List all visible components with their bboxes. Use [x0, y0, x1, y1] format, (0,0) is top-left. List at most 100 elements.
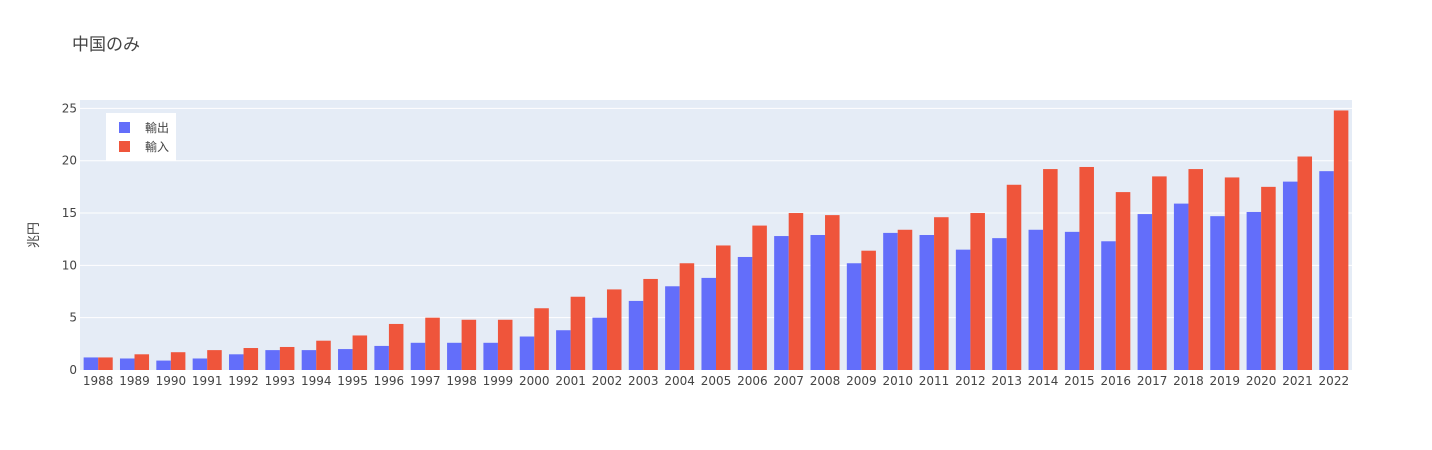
x-tick-label: 2020: [1246, 374, 1277, 388]
bar-export-2018[interactable]: [1173, 203, 1189, 370]
bar-export-2004[interactable]: [665, 286, 680, 370]
bar-export-1990[interactable]: [156, 360, 171, 370]
bar-export-2003[interactable]: [628, 300, 644, 370]
bar-import-1993[interactable]: [279, 346, 295, 370]
bar-export-2002[interactable]: [592, 317, 607, 370]
x-tick-label: 2019: [1210, 374, 1241, 388]
x-tick-label: 2009: [846, 374, 877, 388]
bar-import-2013[interactable]: [1006, 184, 1022, 370]
bar-export-1994[interactable]: [301, 350, 317, 370]
bar-export-1991[interactable]: [192, 358, 208, 370]
bar-export-1995[interactable]: [338, 349, 353, 370]
bar-import-2008[interactable]: [825, 215, 840, 370]
bar-export-2020[interactable]: [1246, 211, 1262, 370]
bar-import-2017[interactable]: [1152, 176, 1167, 370]
x-tick-label: 2016: [1100, 374, 1131, 388]
bar-import-1992[interactable]: [243, 348, 259, 370]
bar-export-2011[interactable]: [919, 235, 935, 370]
y-tick-label: 10: [62, 258, 77, 272]
bar-export-2019[interactable]: [1210, 216, 1225, 370]
bar-import-1998[interactable]: [461, 319, 477, 370]
bar-import-2022[interactable]: [1333, 110, 1349, 370]
bar-export-1998[interactable]: [447, 342, 462, 370]
bar-import-2003[interactable]: [643, 278, 658, 370]
x-tick-label: 2015: [1064, 374, 1095, 388]
x-tick-label: 2003: [628, 374, 659, 388]
bar-import-2019[interactable]: [1224, 177, 1240, 370]
bar-export-2021[interactable]: [1282, 181, 1298, 370]
bar-import-2006[interactable]: [752, 225, 767, 370]
x-tick-label: 2014: [1028, 374, 1059, 388]
bar-export-1992[interactable]: [229, 354, 244, 370]
bar-import-1994[interactable]: [316, 340, 331, 370]
x-tick-label: 2004: [664, 374, 695, 388]
bar-export-1999[interactable]: [483, 342, 498, 370]
x-tick-label: 2005: [701, 374, 732, 388]
y-tick-label: 0: [69, 363, 77, 377]
x-tick-label: 1999: [483, 374, 514, 388]
bar-import-2010[interactable]: [897, 229, 913, 370]
bar-export-2006[interactable]: [737, 256, 753, 370]
bar-import-1990[interactable]: [170, 352, 186, 370]
x-tick-label: 2013: [991, 374, 1022, 388]
bar-export-2001[interactable]: [556, 330, 571, 370]
bar-export-2005[interactable]: [701, 277, 716, 370]
x-tick-label: 2018: [1173, 374, 1204, 388]
x-tick-label: 2006: [737, 374, 768, 388]
y-axis-ticks: 0 5 10 15 20 25: [62, 101, 77, 377]
bar-export-2009[interactable]: [846, 263, 862, 370]
legend[interactable]: 輸出 輸入: [106, 113, 176, 161]
bar-export-1993[interactable]: [265, 350, 280, 370]
x-tick-label: 2010: [882, 374, 913, 388]
bar-import-1995[interactable]: [352, 335, 368, 370]
bar-export-1996[interactable]: [374, 345, 389, 370]
bar-export-2000[interactable]: [519, 336, 535, 370]
bar-import-1999[interactable]: [497, 319, 513, 370]
bar-export-2008[interactable]: [810, 235, 826, 370]
x-tick-label: 1998: [446, 374, 477, 388]
bar-import-2004[interactable]: [679, 263, 695, 370]
legend-swatch-export[interactable]: [119, 122, 130, 133]
bar-import-2018[interactable]: [1188, 169, 1203, 370]
bar-import-1997[interactable]: [425, 317, 440, 370]
bar-import-2015[interactable]: [1079, 166, 1094, 370]
bar-import-2000[interactable]: [534, 308, 549, 370]
x-tick-label: 2000: [519, 374, 550, 388]
bar-export-2015[interactable]: [1064, 231, 1080, 370]
bar-import-2007[interactable]: [788, 213, 804, 370]
bar-import-2002[interactable]: [606, 289, 622, 370]
x-tick-label: 1993: [265, 374, 296, 388]
bar-export-2013[interactable]: [992, 238, 1007, 370]
legend-label-import[interactable]: 輸入: [145, 139, 169, 154]
bar-import-2009[interactable]: [861, 250, 876, 370]
bar-export-1989[interactable]: [119, 358, 135, 370]
bar-import-2001[interactable]: [570, 296, 586, 370]
y-tick-label: 5: [69, 311, 77, 325]
bar-export-2017[interactable]: [1137, 214, 1153, 370]
bar-import-1989[interactable]: [134, 354, 150, 370]
bar-export-2022[interactable]: [1319, 171, 1334, 370]
bar-import-2012[interactable]: [970, 213, 985, 370]
bar-export-2012[interactable]: [955, 249, 971, 370]
bar-export-1997[interactable]: [410, 342, 426, 370]
bar-import-1991[interactable]: [207, 350, 222, 370]
bar-import-2014[interactable]: [1043, 169, 1058, 370]
bar-import-2021[interactable]: [1297, 156, 1313, 370]
bar-import-2016[interactable]: [1115, 192, 1131, 370]
bar-export-2010[interactable]: [883, 232, 898, 370]
bar-export-2016[interactable]: [1101, 241, 1116, 370]
bar-import-2005[interactable]: [716, 245, 731, 370]
legend-swatch-import[interactable]: [119, 141, 130, 152]
bar-import-1996[interactable]: [388, 323, 404, 370]
bar-export-1988[interactable]: [83, 357, 99, 370]
bar-import-2020[interactable]: [1261, 186, 1276, 370]
bar-export-2014[interactable]: [1028, 229, 1044, 370]
x-tick-label: 2008: [810, 374, 841, 388]
legend-label-export[interactable]: 輸出: [145, 120, 169, 135]
bars: [83, 110, 1349, 370]
bar-import-2011[interactable]: [934, 217, 949, 370]
bar-import-1988[interactable]: [98, 357, 113, 370]
bar-export-2007[interactable]: [774, 236, 789, 370]
y-tick-label: 15: [62, 206, 77, 220]
x-tick-label: 2007: [773, 374, 804, 388]
